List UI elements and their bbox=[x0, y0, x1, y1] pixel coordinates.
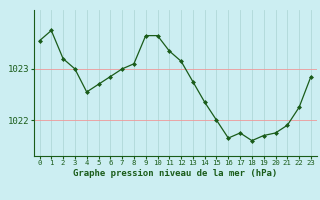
X-axis label: Graphe pression niveau de la mer (hPa): Graphe pression niveau de la mer (hPa) bbox=[73, 169, 277, 178]
